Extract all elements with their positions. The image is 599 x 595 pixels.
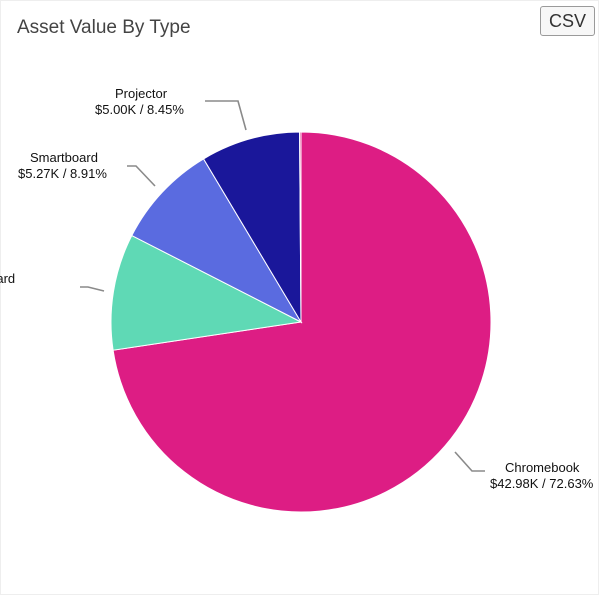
pie-slice-promethean-boreboard[interactable] [110, 234, 303, 351]
slice-label-name: Promethean Boreboard [0, 271, 15, 286]
slice-label-value: $5.00K / 8.45% [95, 102, 184, 117]
slice-label-name: Projector [115, 86, 168, 101]
leader-line-projector [205, 100, 247, 131]
chart-title: Asset Value By Type [17, 17, 191, 38]
leader-line-smartboard [127, 165, 156, 187]
pie-slice-smartboard[interactable] [131, 158, 303, 324]
slice-label-name: Smartboard [30, 150, 98, 165]
slice-label-value: $5.27K / 8.91% [18, 166, 107, 181]
slice-label-value: $42.98K / 72.63% [490, 476, 594, 491]
slice-label-name: Chromebook [505, 460, 580, 475]
leader-line-chromebook [454, 451, 485, 472]
pie-slice-other[interactable] [299, 131, 302, 323]
leader-line-promethean-boreboard [80, 286, 105, 292]
pie-slice-projector[interactable] [202, 131, 302, 324]
csv-export-button[interactable]: CSV [540, 6, 595, 36]
